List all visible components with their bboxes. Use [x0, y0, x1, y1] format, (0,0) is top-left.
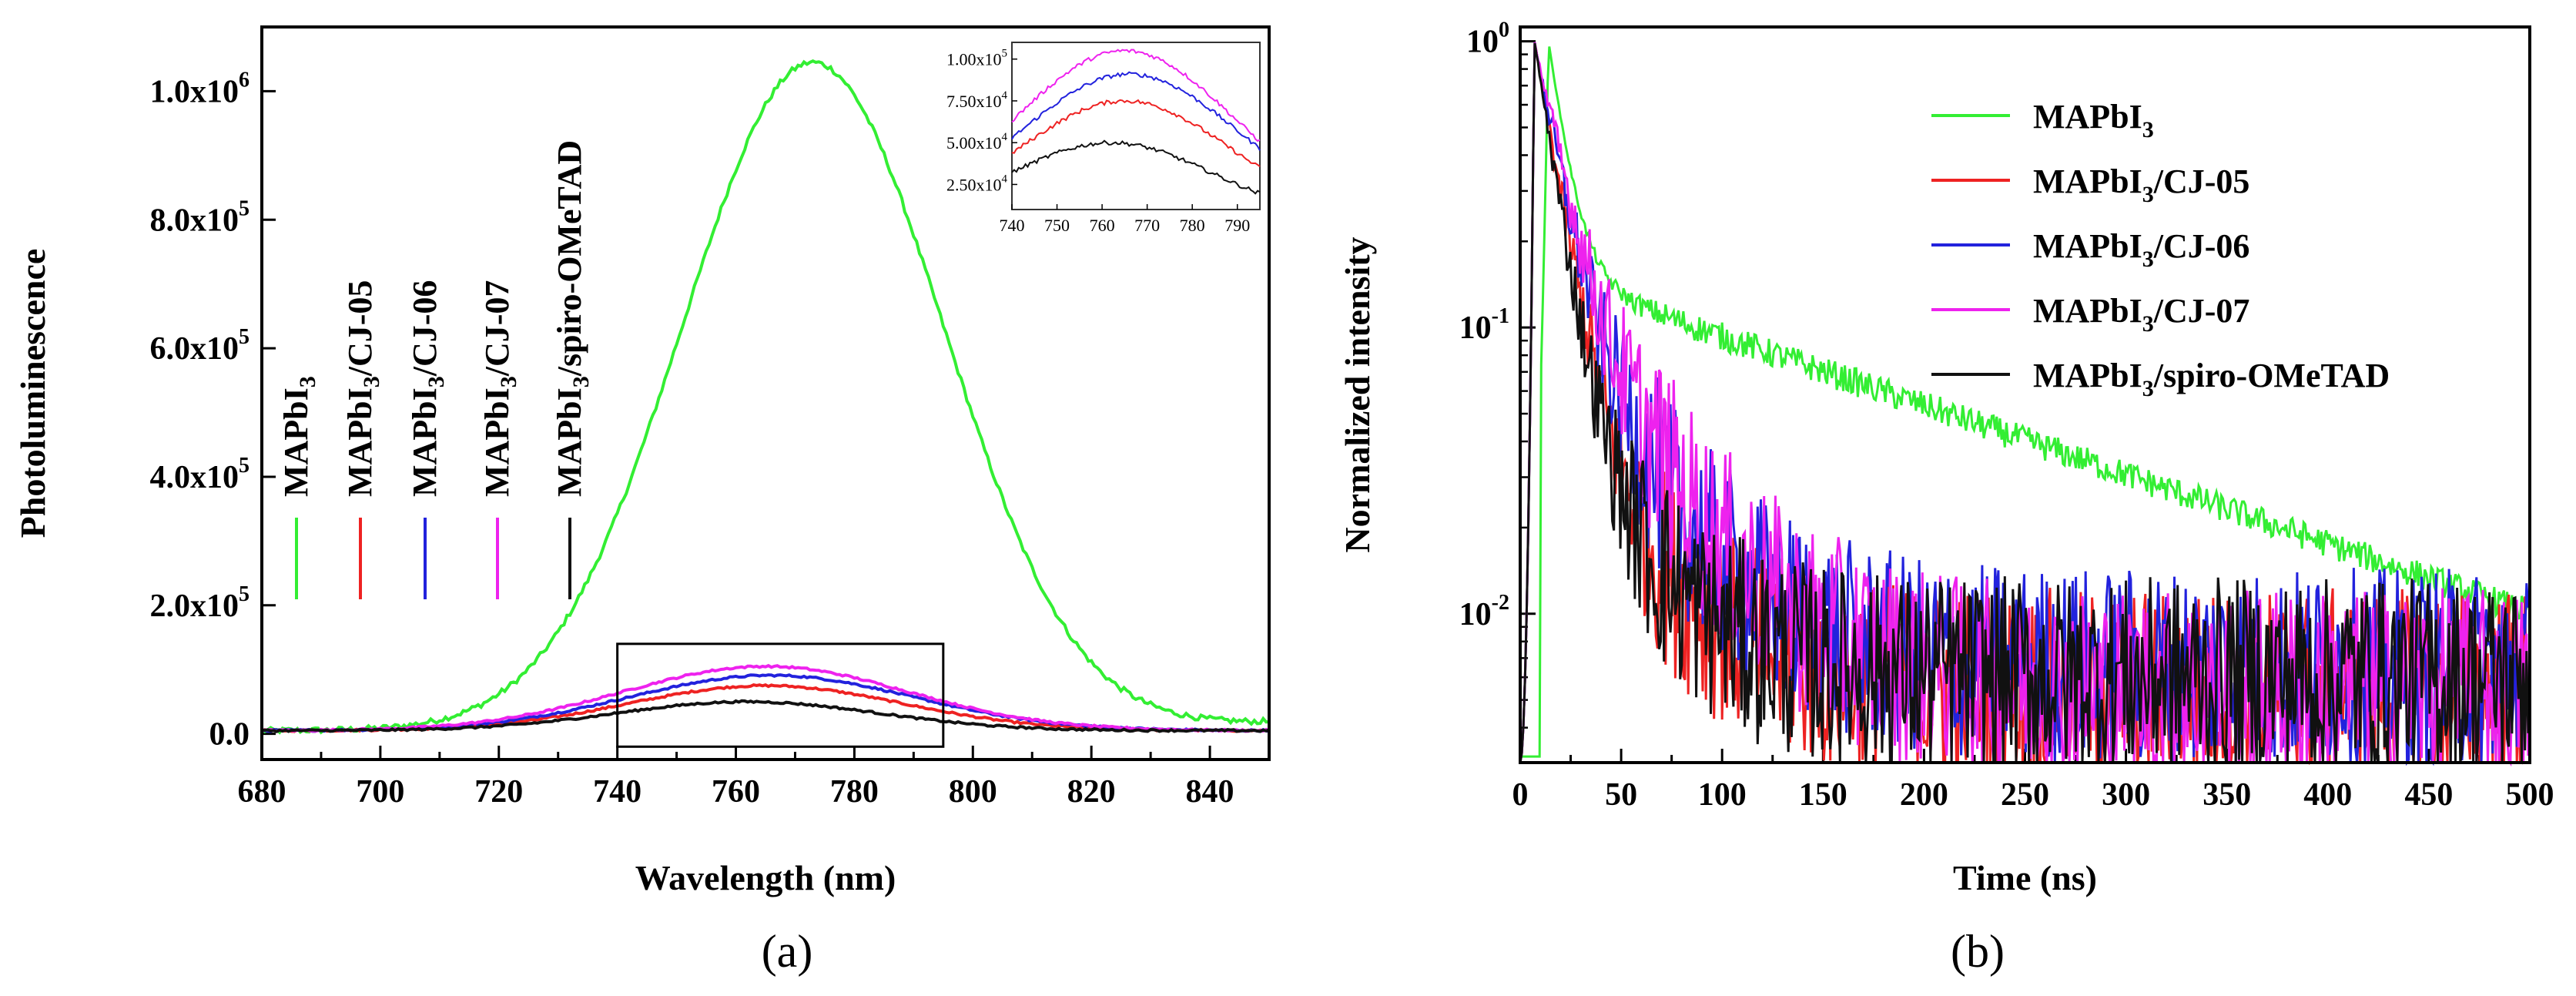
- panel-b-legend-label: MAPbI3/spiro-OMeTAD: [2033, 357, 2390, 401]
- panel-a-zoom-box: [616, 642, 945, 748]
- panel-b-x-tick-label: 50: [1605, 777, 1637, 813]
- panel-a-inset-x-tick-label: 740: [1000, 216, 1025, 235]
- panel-b-axes-frame: [1519, 25, 2531, 764]
- panel-a-x-tick-label: 780: [830, 774, 879, 810]
- panel-a-inset-x-tick-label: 780: [1180, 216, 1205, 235]
- panel-a-legend-label: MAPbI3/CJ-06: [406, 280, 449, 497]
- panel-a-x-tick-label: 720: [474, 774, 523, 810]
- panel-b-series: [1519, 42, 2530, 767]
- panel-a-y-axis-label: Photoluminescence: [13, 249, 52, 538]
- panel-a-axes-frame: [260, 25, 1271, 761]
- panel-a-series: [260, 59, 1270, 735]
- panel-b-x-tick-label: 200: [1900, 777, 1948, 813]
- panel-a: 680 700 720 740 760 780 800 820 840 0.0 2.0x105 4.0…: [13, 25, 1271, 977]
- panel-b-x-tick-label: 350: [2202, 777, 2251, 813]
- panel-a-series-line: [260, 59, 1270, 735]
- panel-a-inset-x-tick-label: 750: [1044, 216, 1070, 235]
- panel-a-series-line: [261, 699, 1270, 733]
- panel-b-x-axis-label: Time (ns): [1953, 858, 2097, 897]
- panel-b-y-tick-label: 10-1: [1459, 304, 1509, 346]
- panel-b-legend: MAPbI3 MAPbI3/CJ-05 MAPbI3/CJ-06 MAPbI3/CJ-…: [1931, 98, 2390, 401]
- panel-a-inset-y-tick-label: 7.50x104: [946, 89, 1008, 111]
- panel-a-x-tick-label: 800: [949, 774, 997, 810]
- panel-b-y-axis-label: Normalized intensity: [1338, 236, 1377, 552]
- panel-b-x-tick-label: 150: [1799, 777, 1847, 813]
- panel-a-y-tick-label: 8.0x105: [150, 196, 250, 238]
- panel-a-legend-label: MAPbI3/spiro-OMeTAD: [551, 140, 594, 497]
- panel-a-x-tick-label: 820: [1067, 774, 1116, 810]
- panel-a-legend: MAPbI3 MAPbI3/CJ-05 MAPbI3/CJ-06 MAPbI3/CJ-…: [277, 140, 594, 599]
- panel-a-inset-y-tick-label: 2.50x104: [946, 173, 1008, 194]
- panel-a-x-tick-label: 680: [238, 774, 286, 810]
- panel-b-x-tick-label: 300: [2102, 777, 2150, 813]
- panel-a-legend-label: MAPbI3/CJ-07: [478, 280, 521, 497]
- panel-a-inset-y-tick-label: 1.00x105: [946, 48, 1007, 69]
- panel-b-x-tick-label: 0: [1512, 777, 1529, 813]
- panel-b: 0 50 100 150 200 250 300 350 400 450 500 100 10-1 10-…: [1338, 18, 2554, 977]
- panel-b-x-tick-label: 500: [2506, 777, 2554, 813]
- panel-b-series-line: [1519, 42, 2530, 764]
- panel-a-inset-frame: [1011, 42, 1261, 210]
- panel-a-inset: 740 750 760 770 780 790 2.50x104 5.00x104 7.50x1…: [946, 42, 1261, 235]
- panel-a-x-axis-label: Wavelength (nm): [635, 858, 896, 897]
- panel-a-x-tick-label: 700: [356, 774, 404, 810]
- panel-a-inset-x-tick-label: 770: [1134, 216, 1160, 235]
- panel-a-inset-x-tick-label: 760: [1090, 216, 1115, 235]
- panel-a-ticks: 680 700 720 740 760 780 800 820 840 0.0 2.0x105 4.0…: [150, 68, 1234, 810]
- panel-b-legend-label: MAPbI3/CJ-05: [2033, 163, 2249, 207]
- panel-b-x-tick-label: 400: [2303, 777, 2352, 813]
- panel-b-legend-label: MAPbI3: [2033, 98, 2154, 143]
- panel-a-y-tick-label: 0.0: [209, 717, 250, 753]
- panel-a-label: (a): [762, 926, 813, 977]
- panel-a-legend-label: MAPbI3/CJ-05: [341, 280, 384, 497]
- panel-b-y-tick-label: 10-2: [1459, 591, 1509, 632]
- panel-a-inset-y-tick-label: 5.00x104: [946, 131, 1008, 153]
- panel-a-inset-series-line: [1011, 139, 1261, 195]
- panel-a-inset-series-line: [1011, 99, 1261, 167]
- panel-b-x-tick-label: 100: [1698, 777, 1747, 813]
- panel-a-legend-label: MAPbI3: [277, 376, 320, 497]
- panel-a-inset-x-tick-label: 790: [1224, 216, 1250, 235]
- panel-a-inset-series-line: [1011, 71, 1261, 151]
- panel-b-series-line: [1520, 46, 2530, 758]
- panel-b-x-tick-label: 250: [2001, 777, 2049, 813]
- panel-a-y-tick-label: 2.0x105: [150, 582, 250, 624]
- panel-b-label: (b): [1951, 926, 2005, 977]
- panel-a-x-tick-label: 740: [593, 774, 641, 810]
- panel-b-y-tick-label: 100: [1466, 18, 1509, 60]
- panel-a-x-tick-label: 760: [712, 774, 760, 810]
- panel-a-y-tick-label: 4.0x105: [150, 454, 250, 495]
- panel-b-legend-label: MAPbI3/CJ-07: [2033, 292, 2249, 337]
- panel-a-inset-series-line: [1011, 49, 1261, 143]
- panel-a-x-tick-label: 840: [1186, 774, 1234, 810]
- panel-b-x-tick-label: 450: [2404, 777, 2453, 813]
- panel-a-y-tick-label: 6.0x105: [150, 325, 250, 367]
- panel-a-y-tick-label: 1.0x106: [150, 68, 250, 109]
- panel-b-legend-label: MAPbI3/CJ-06: [2033, 227, 2249, 272]
